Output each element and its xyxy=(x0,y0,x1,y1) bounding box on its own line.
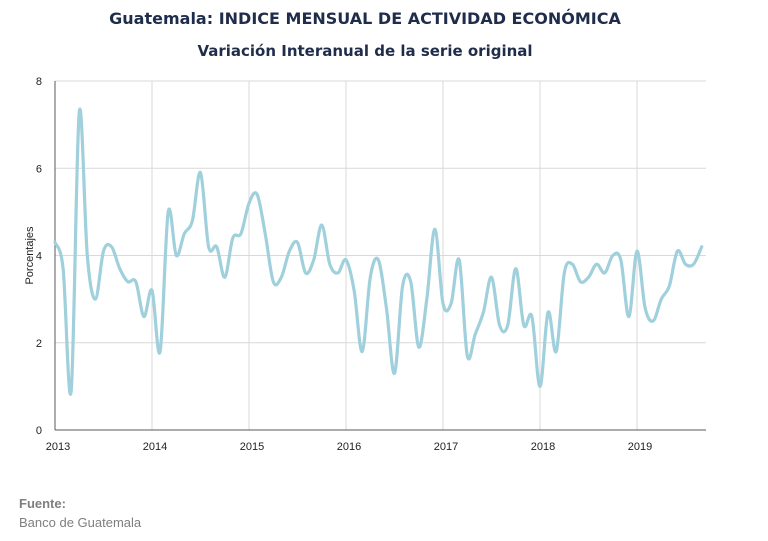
x-tick-label: 2016 xyxy=(337,441,361,453)
y-tick-label: 4 xyxy=(36,251,42,263)
y-tick-label: 6 xyxy=(36,163,42,175)
x-tick-label: 2017 xyxy=(434,441,458,453)
x-tick-label: 2019 xyxy=(628,441,652,453)
y-tick-label: 0 xyxy=(36,425,42,437)
x-tick-label: 2015 xyxy=(240,441,264,453)
x-tick-label: 2018 xyxy=(531,441,555,453)
chart-subtitle: Variación Interanual de la serie origina… xyxy=(197,42,533,60)
chart-title: Guatemala: INDICE MENSUAL DE ACTIVIDAD E… xyxy=(109,9,621,28)
x-tick-label: 2013 xyxy=(46,441,70,453)
x-tick-label: 2014 xyxy=(143,441,167,453)
source-text: Banco de Guatemala xyxy=(19,515,142,530)
y-tick-label: 2 xyxy=(36,338,42,350)
y-axis-label: Porcentajes xyxy=(24,226,36,285)
series-line xyxy=(53,107,704,396)
y-tick-label: 8 xyxy=(36,76,42,88)
source-heading: Fuente: xyxy=(19,496,66,511)
